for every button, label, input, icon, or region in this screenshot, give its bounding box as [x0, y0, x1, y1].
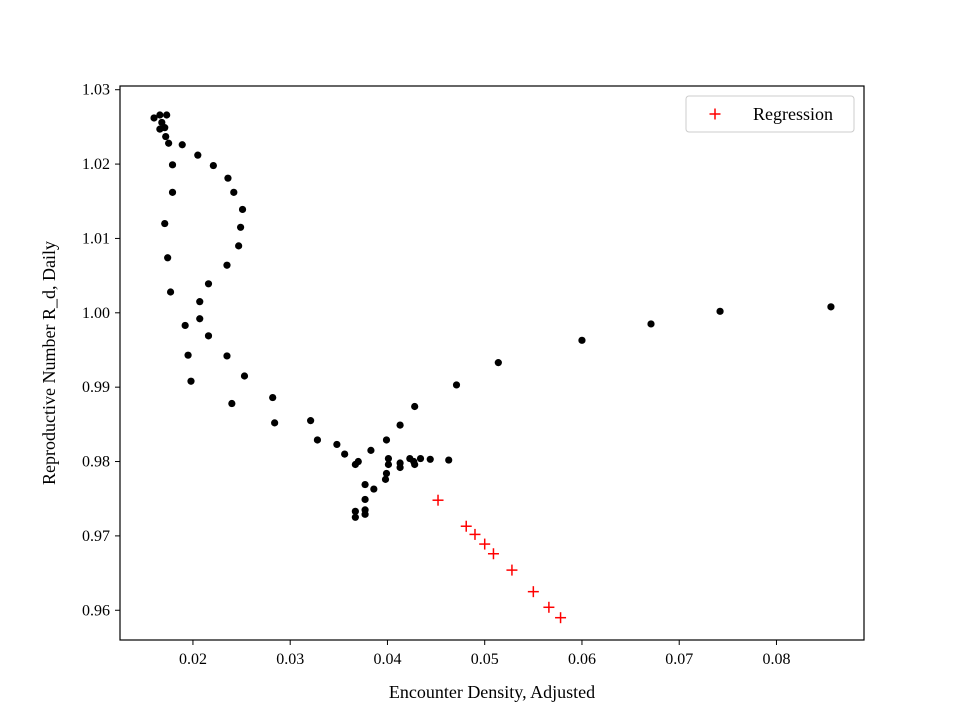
x-tick-label: 0.02 — [179, 651, 207, 668]
data-point — [164, 254, 172, 262]
legend: Regression — [685, 95, 855, 133]
regression-point — [460, 520, 472, 532]
data-point — [196, 298, 204, 306]
data-point — [367, 446, 375, 454]
data-point — [194, 151, 202, 159]
y-tick-label: 0.98 — [82, 454, 110, 471]
y-tick-label: 0.97 — [82, 528, 110, 545]
data-point — [396, 463, 404, 472]
regression-point — [543, 601, 555, 613]
data-point — [223, 261, 231, 269]
data-point — [382, 436, 391, 444]
data-point — [150, 114, 158, 122]
regression-point — [432, 494, 444, 506]
data-point — [351, 513, 359, 521]
data-point — [228, 399, 236, 408]
data-point — [361, 480, 369, 489]
data-point — [384, 454, 393, 463]
data-point — [238, 205, 247, 214]
data-point — [223, 352, 231, 360]
x-axis-title: Encounter Density, Adjusted — [389, 682, 595, 702]
data-point — [396, 421, 404, 429]
data-point — [184, 351, 192, 359]
legend-box — [685, 95, 855, 133]
data-point — [411, 460, 419, 469]
data-point — [187, 377, 195, 385]
data-point — [307, 417, 315, 425]
x-tick-label: 0.06 — [568, 651, 596, 668]
data-point — [181, 321, 189, 330]
data-point — [269, 393, 277, 402]
data-point — [370, 485, 378, 493]
y-axis-title: Reproductive Number R_d, Daily — [39, 241, 59, 485]
data-point — [156, 111, 164, 119]
regression-point — [527, 586, 539, 598]
data-points — [150, 111, 835, 624]
regression-point — [479, 538, 491, 550]
data-point — [165, 139, 173, 147]
x-axis: 0.02 0.03 0.04 0.05 0.06 0.07 0.08 — [179, 640, 790, 668]
data-point — [224, 174, 232, 182]
data-point — [161, 219, 169, 228]
data-point — [351, 460, 359, 469]
data-point — [196, 315, 204, 323]
data-point — [333, 440, 341, 449]
data-point — [168, 188, 177, 196]
data-point — [209, 161, 217, 170]
data-point — [445, 456, 453, 464]
data-point — [204, 280, 213, 288]
data-point — [156, 125, 164, 133]
data-point — [452, 381, 461, 389]
legend-marker-regression — [709, 108, 721, 120]
data-point — [647, 320, 655, 328]
x-tick-label: 0.08 — [762, 651, 790, 668]
data-point — [361, 510, 369, 518]
y-axis: 0.96 0.97 0.98 0.99 1.00 1.01 1.02 1.03 — [82, 82, 120, 619]
data-point — [494, 359, 502, 367]
data-point — [411, 402, 419, 411]
legend-label-regression: Regression — [753, 104, 833, 124]
data-point — [168, 161, 177, 169]
y-tick-label: 1.02 — [82, 156, 110, 173]
data-point — [163, 111, 171, 119]
data-point — [271, 419, 279, 427]
data-point — [204, 332, 213, 340]
x-tick-label: 0.07 — [665, 651, 693, 668]
y-tick-label: 1.00 — [82, 305, 110, 322]
x-tick-label: 0.03 — [276, 651, 304, 668]
data-point — [235, 242, 243, 250]
x-tick-label: 0.04 — [373, 651, 401, 668]
data-point — [716, 307, 724, 315]
regression-point — [506, 564, 518, 576]
data-point — [341, 450, 349, 458]
regression-point — [487, 548, 499, 560]
data-point — [178, 141, 186, 149]
data-point — [162, 132, 170, 141]
y-tick-label: 0.99 — [82, 379, 110, 396]
data-point — [381, 475, 390, 483]
data-point — [382, 469, 391, 478]
y-tick-label: 1.01 — [82, 230, 110, 247]
data-point — [313, 436, 322, 444]
regression-point — [555, 612, 567, 624]
y-tick-label: 0.96 — [82, 602, 110, 619]
data-point — [426, 455, 434, 463]
data-point — [166, 288, 175, 296]
plot-area — [119, 85, 865, 641]
data-point — [578, 336, 586, 344]
data-point — [361, 495, 369, 504]
data-point — [230, 188, 238, 196]
x-tick-label: 0.05 — [471, 651, 499, 668]
data-point — [827, 303, 835, 311]
data-point — [236, 223, 245, 231]
data-point — [351, 507, 359, 515]
regression-point — [469, 528, 481, 540]
data-point — [240, 372, 249, 380]
data-point — [416, 454, 425, 463]
data-point — [384, 460, 393, 469]
y-tick-label: 1.03 — [82, 82, 110, 99]
